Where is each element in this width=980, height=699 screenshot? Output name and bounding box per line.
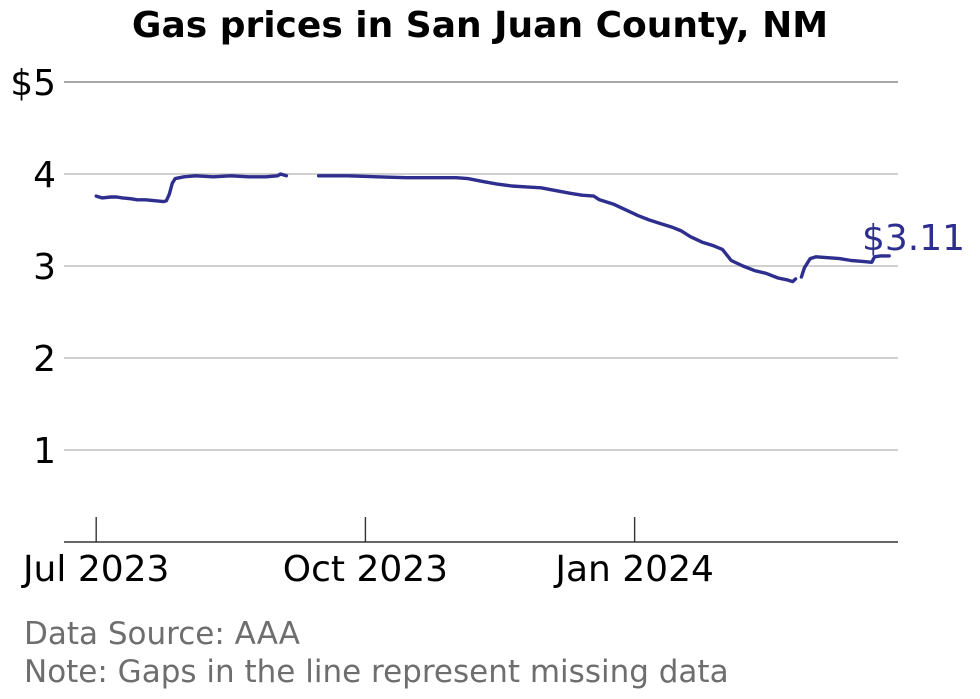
x-axis: Jul 2023 Oct 2023 Jan 2024 [21,517,898,590]
price-line [94,172,891,284]
missing-data-note: Note: Gaps in the line represent missing… [24,654,729,690]
data-source-note: Data Source: AAA [24,616,300,652]
line-chart: Gas prices in San Juan County, NM $5 4 3 2 1… [10,5,965,590]
x-tick-label: Oct 2023 [283,549,448,590]
y-tick-label: 1 [33,431,56,472]
line-segment [799,254,891,279]
line-segment [94,172,289,204]
line-segment [316,174,798,284]
y-axis-ticks: $5 4 3 2 1 [10,63,56,472]
y-tick-label: 2 [33,339,56,380]
x-tick-label: Jan 2024 [553,549,714,590]
y-tick-label: $5 [10,63,56,104]
gridlines [64,81,898,451]
end-value-label: $3.11 [862,218,965,259]
x-tick-label: Jul 2023 [21,549,170,590]
y-tick-label: 4 [33,155,56,196]
chart-title: Gas prices in San Juan County, NM [132,5,828,46]
y-tick-label: 3 [33,247,56,288]
